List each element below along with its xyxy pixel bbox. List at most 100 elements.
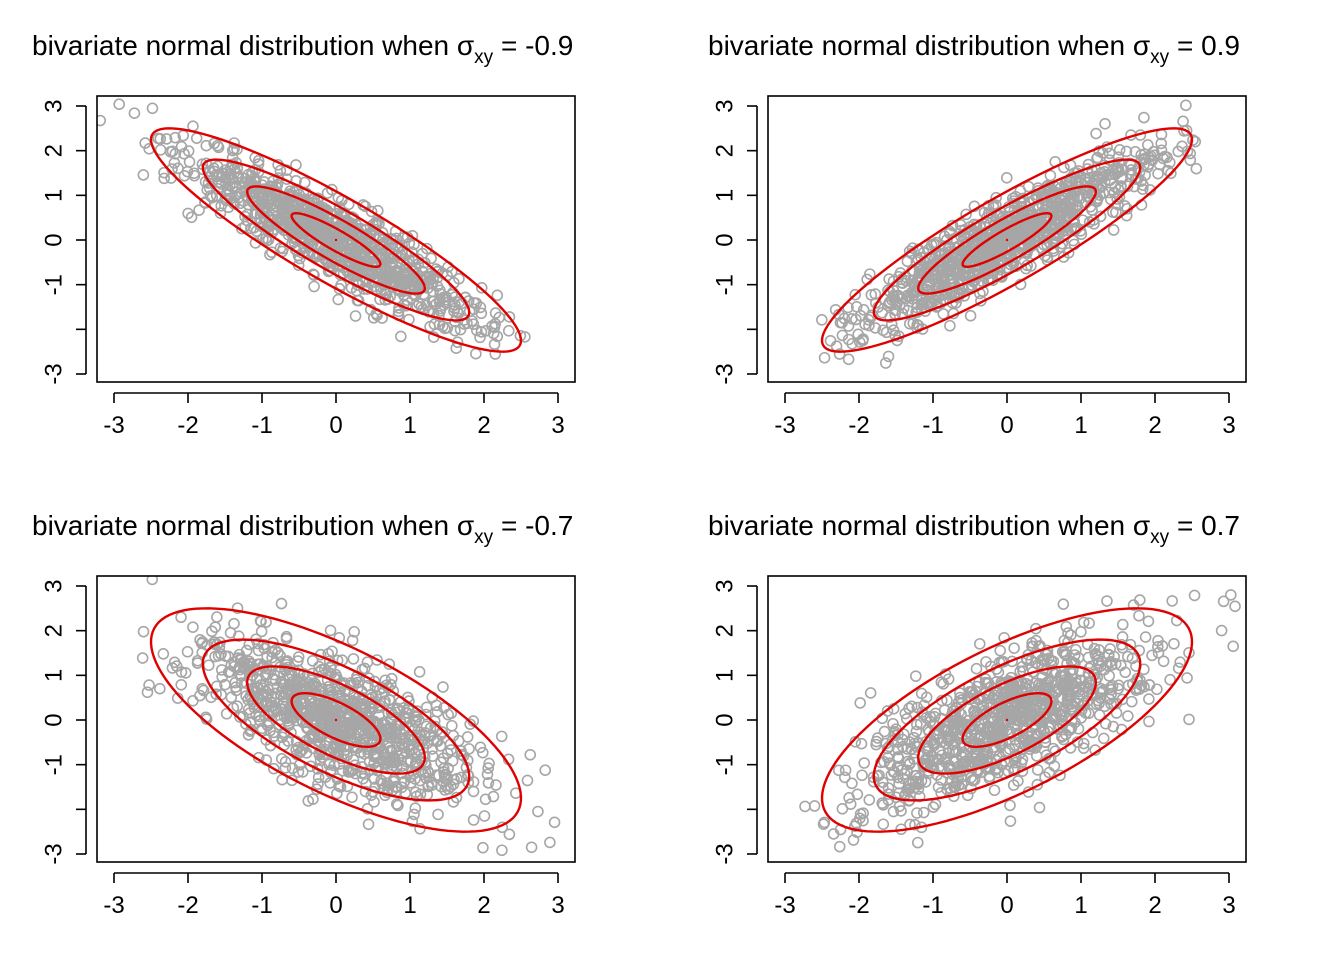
scatter-point — [335, 279, 347, 291]
contour-line — [149, 607, 523, 833]
scatter-point — [424, 320, 436, 333]
scatter-point — [276, 685, 288, 698]
x-axis: -3 -2 -1 0 1 2 3 — [774, 872, 1236, 919]
scatter-point — [449, 324, 461, 337]
scatter-point — [400, 736, 413, 749]
scatter-point — [178, 147, 190, 160]
y-axis: -3 -1 0 1 2 3 — [41, 99, 87, 385]
scatter-point — [160, 133, 173, 145]
scatter-point — [863, 319, 875, 332]
scatter-point — [1119, 200, 1131, 212]
scatter-point — [1127, 678, 1139, 690]
scatter-point — [975, 730, 988, 742]
scatter-point — [336, 764, 349, 777]
scatter-point — [379, 674, 392, 687]
scatter-point — [434, 287, 446, 300]
plot-frame — [96, 95, 576, 383]
x-tick-label: -1 — [251, 412, 272, 439]
scatter-point — [432, 808, 444, 821]
scatter-point — [113, 98, 125, 110]
scatter-point — [226, 173, 238, 185]
contour-line — [201, 638, 471, 802]
scatter-point — [347, 653, 360, 665]
scatter-point — [368, 796, 380, 808]
scatter-point — [955, 778, 968, 790]
scatter-point — [307, 793, 319, 805]
y-tick-label: -1 — [41, 754, 68, 775]
scatter-point — [502, 325, 515, 337]
x-tick-label: -3 — [774, 892, 795, 919]
scatter-point — [370, 689, 382, 702]
scatter-point — [346, 219, 358, 232]
contour-line — [246, 665, 426, 775]
scatter-point — [948, 781, 960, 794]
scatter-point — [398, 741, 410, 754]
scatter-point — [476, 746, 489, 759]
scatter-point — [896, 276, 908, 289]
scatter-point — [279, 762, 292, 774]
scatter-point — [463, 743, 475, 755]
scatter-point — [306, 707, 319, 720]
scatter-point — [137, 169, 150, 181]
x-tick-label: 0 — [1000, 892, 1013, 919]
scatter-point — [857, 304, 870, 316]
scatter-point — [1157, 655, 1170, 668]
scatter-point — [361, 244, 373, 257]
scatter-point — [196, 683, 209, 695]
y-tick-label: 3 — [712, 579, 739, 592]
scatter-point — [879, 357, 892, 369]
scatter-point — [1116, 172, 1129, 185]
scatter-point — [1094, 660, 1107, 672]
scatter-point — [1146, 649, 1158, 662]
scatter-point — [382, 722, 395, 735]
scatter-point — [264, 214, 276, 227]
scatter-points — [136, 576, 561, 857]
scatter-point — [1107, 224, 1120, 236]
y-tick-label: -3 — [712, 363, 739, 384]
scatter-point — [368, 773, 381, 785]
scatter-point — [446, 755, 459, 767]
plot-frame — [767, 575, 1247, 863]
x-tick-label: 1 — [403, 892, 416, 919]
scatter-point — [1105, 168, 1117, 181]
scatter-point — [911, 718, 923, 731]
scatter-point — [97, 114, 107, 127]
scatter-point — [877, 776, 889, 789]
scatter-point — [361, 714, 373, 727]
scatter-point — [1217, 595, 1230, 608]
scatter-point — [846, 777, 858, 790]
scatter-point — [1189, 135, 1202, 148]
scatter-point — [954, 219, 967, 231]
scatter-point — [973, 239, 985, 252]
contour-lines — [820, 127, 1194, 353]
scatter-point — [437, 681, 449, 693]
scatter-point — [470, 324, 483, 337]
x-tick-label: -1 — [922, 892, 943, 919]
scatter-point — [1031, 695, 1044, 707]
scatter-point — [1033, 801, 1046, 814]
scatter-point — [474, 331, 486, 344]
scatter-point — [384, 252, 396, 264]
scatter-point — [969, 750, 982, 763]
scatter-point — [1215, 624, 1228, 637]
scatter-point — [352, 294, 365, 307]
scatter-point — [1099, 717, 1112, 730]
scatter-point — [863, 794, 876, 806]
scatter-point — [1091, 151, 1104, 164]
contour-line — [820, 127, 1194, 353]
scatter-point — [475, 281, 488, 294]
scatter-point — [1029, 226, 1042, 239]
scatter-point — [869, 288, 882, 300]
scatter-point — [215, 664, 228, 676]
scatter-point — [175, 611, 187, 624]
scatter-point — [964, 309, 977, 322]
scatter-point — [1062, 688, 1074, 701]
scatter-point — [988, 744, 1001, 757]
scatter-point — [1094, 210, 1107, 223]
scatter-point — [1143, 715, 1155, 728]
scatter-point — [441, 322, 454, 334]
scatter-point — [371, 654, 383, 666]
scatter-point — [909, 670, 922, 682]
scatter-point — [455, 771, 468, 784]
scatter-point — [1111, 193, 1123, 205]
